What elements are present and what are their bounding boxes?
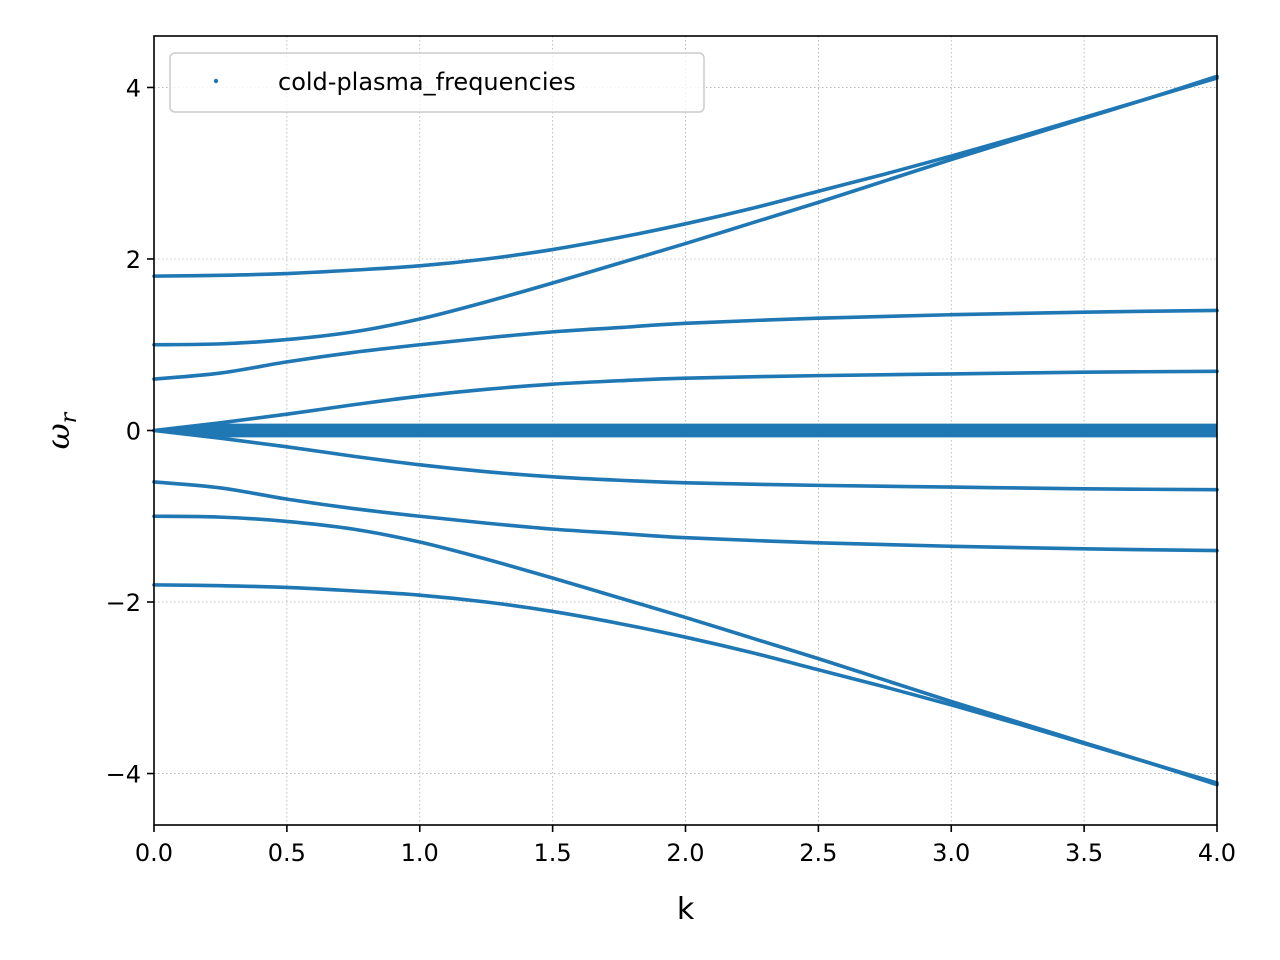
x-tick-label: 1.0 [401, 839, 439, 867]
ticks: 0.0 0.5 1.0 1.5 2.0 2.5 3.0 3.5 4.0 4 2 0 −2 −4 [106, 74, 1236, 867]
y-axis-label-symbol: ω [39, 423, 77, 449]
x-tick-label: 4.0 [1198, 839, 1236, 867]
y-tick-label: 2 [126, 246, 141, 274]
y-tick-label: −2 [106, 589, 141, 617]
legend: cold-plasma_frequencies [169, 52, 705, 113]
data-branch-2 [152, 74, 1219, 347]
legend-label: cold-plasma_frequencies [278, 68, 576, 96]
x-tick-label: 2.5 [799, 839, 837, 867]
data-branch-4 [152, 369, 1219, 433]
data-branch-8 [152, 583, 1219, 785]
x-tick-label: 3.0 [932, 839, 970, 867]
x-tick-label: 1.5 [534, 839, 572, 867]
y-axis-label-subscript: r [57, 411, 82, 423]
data-branch-3 [152, 308, 1219, 381]
legend-marker [213, 78, 219, 84]
data-layer [152, 74, 1219, 787]
data-branch-5 [152, 428, 1219, 492]
y-tick-label: −4 [106, 761, 141, 789]
x-tick-label: 0.0 [135, 839, 173, 867]
legend-box [169, 52, 705, 113]
data-band-zero-modes [154, 423, 1217, 438]
data-branch-6 [152, 480, 1219, 553]
x-tick-label: 2.0 [666, 839, 704, 867]
y-tick-label: 4 [126, 74, 141, 102]
y-tick-label: 0 [126, 418, 141, 446]
x-axis-label: k [677, 892, 695, 927]
x-tick-label: 3.5 [1065, 839, 1103, 867]
x-tick-label: 0.5 [268, 839, 306, 867]
y-axis-label: ωr [39, 411, 82, 449]
